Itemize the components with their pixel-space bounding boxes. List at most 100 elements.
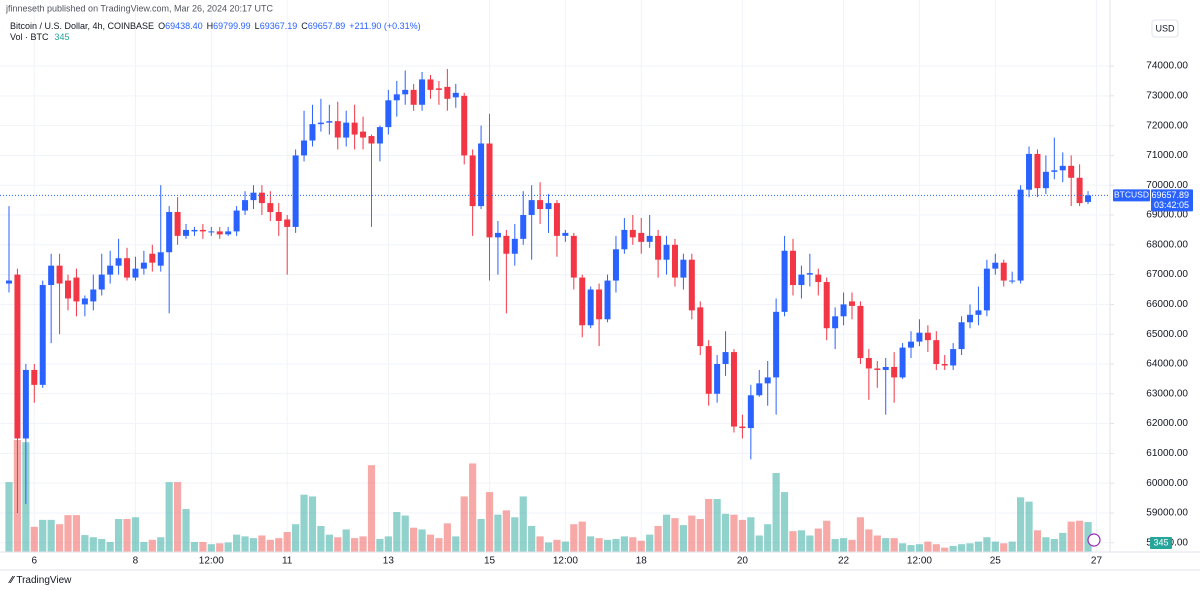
candle-body bbox=[14, 274, 21, 439]
candle-body bbox=[199, 229, 206, 232]
volume-bar bbox=[991, 541, 999, 552]
candle-body bbox=[284, 219, 291, 227]
volume-bar bbox=[224, 542, 232, 552]
candle-body bbox=[275, 212, 282, 221]
volume-bar bbox=[342, 529, 350, 552]
alert-icon[interactable] bbox=[1087, 533, 1101, 547]
volume-bar bbox=[511, 517, 519, 552]
volume-bar bbox=[898, 543, 907, 552]
volume-bar bbox=[721, 513, 730, 552]
candle-body bbox=[882, 366, 889, 370]
candle-body bbox=[140, 262, 147, 269]
high-key: H bbox=[207, 21, 214, 31]
candle-body bbox=[233, 210, 240, 232]
candle-body bbox=[183, 229, 190, 236]
candle-body bbox=[983, 268, 990, 311]
currency-box[interactable] bbox=[1151, 19, 1179, 38]
candle-body bbox=[587, 289, 594, 326]
volume-bar bbox=[629, 537, 637, 552]
volume-bar bbox=[98, 538, 106, 552]
candle-body bbox=[1076, 177, 1083, 204]
price-label-symbol-box bbox=[1113, 189, 1150, 202]
y-tick-label: 73000.00 bbox=[1146, 90, 1188, 101]
candle-body bbox=[891, 366, 898, 378]
candle-body bbox=[747, 395, 754, 429]
candle-body bbox=[730, 352, 737, 427]
candle-body bbox=[157, 252, 164, 266]
volume-bar bbox=[30, 526, 38, 552]
candle-body bbox=[612, 249, 619, 281]
volume-bar bbox=[949, 545, 957, 552]
candle-body bbox=[65, 280, 72, 299]
y-tick-label: 64000.00 bbox=[1146, 359, 1188, 370]
volume-bar bbox=[915, 544, 924, 552]
volume-bar bbox=[587, 536, 595, 552]
candle-body bbox=[697, 307, 704, 347]
y-tick-label: 59000.00 bbox=[1146, 508, 1188, 519]
volume-bar bbox=[351, 538, 359, 552]
candle-body bbox=[402, 89, 409, 95]
volume-bar bbox=[814, 528, 822, 552]
volume-bar bbox=[1000, 543, 1008, 552]
candle-body bbox=[646, 235, 653, 242]
price-label: 69657.89 bbox=[1151, 190, 1189, 200]
candle-body bbox=[950, 349, 957, 366]
volume-bar bbox=[241, 536, 249, 552]
volume-bar bbox=[106, 542, 114, 552]
candle-body bbox=[48, 265, 55, 286]
candle-body bbox=[714, 363, 721, 394]
volume-bar bbox=[1084, 522, 1092, 552]
volume-bar bbox=[941, 547, 949, 552]
candle-body bbox=[494, 232, 501, 238]
volume-bar bbox=[376, 538, 384, 552]
candle-body bbox=[916, 332, 923, 342]
y-tick-label: 69000.00 bbox=[1146, 210, 1188, 221]
candle-body bbox=[781, 250, 788, 312]
volume-bar bbox=[216, 543, 224, 552]
volume-bar bbox=[1050, 538, 1058, 552]
currency[interactable]: USD bbox=[1155, 23, 1175, 33]
volume-bar bbox=[72, 515, 81, 552]
volume-bar bbox=[755, 535, 763, 552]
candle-body bbox=[840, 304, 847, 317]
high-value: 69799.99 bbox=[213, 21, 251, 31]
candle-body bbox=[528, 200, 535, 216]
volume-bar bbox=[1033, 530, 1042, 552]
volume-bar bbox=[738, 519, 747, 552]
volume-bar bbox=[494, 514, 502, 552]
candle-body bbox=[242, 200, 249, 211]
candle-layer bbox=[6, 69, 1092, 513]
open-key: O bbox=[158, 21, 165, 31]
x-tick-label: 25 bbox=[990, 556, 1002, 567]
volume-bar bbox=[334, 537, 342, 552]
candle-body bbox=[301, 140, 308, 156]
volume-bar bbox=[233, 534, 241, 552]
x-tick-label: 6 bbox=[32, 556, 38, 567]
volume-bar bbox=[174, 482, 182, 552]
close-value: 69657.89 bbox=[308, 21, 346, 31]
y-tick-label: 61000.00 bbox=[1146, 448, 1188, 459]
candle-body bbox=[1017, 189, 1024, 281]
x-tick-label: 12:00 bbox=[199, 556, 224, 567]
candle-body bbox=[1034, 153, 1041, 189]
volume-bar bbox=[1025, 501, 1033, 552]
y-tick-label: 74000.00 bbox=[1146, 61, 1188, 72]
candle-body bbox=[132, 268, 139, 278]
candle-body bbox=[258, 192, 265, 204]
candle-body bbox=[1000, 262, 1007, 281]
price-label-box bbox=[1151, 189, 1193, 212]
candle-body bbox=[216, 231, 223, 235]
volume-legend: Vol · BTC 345 bbox=[10, 32, 70, 42]
candle-body bbox=[115, 258, 122, 266]
volume-bar bbox=[114, 519, 123, 552]
volume-bar bbox=[292, 524, 300, 552]
volume-bar bbox=[131, 517, 140, 552]
candle-body bbox=[503, 235, 510, 254]
volume-bar bbox=[561, 541, 569, 552]
volume-bar bbox=[485, 492, 494, 552]
candle-body bbox=[688, 259, 695, 311]
volume-bar bbox=[890, 538, 898, 552]
candle-body bbox=[596, 289, 603, 320]
x-tick-label: 20 bbox=[737, 556, 749, 567]
candle-body bbox=[1068, 165, 1075, 178]
